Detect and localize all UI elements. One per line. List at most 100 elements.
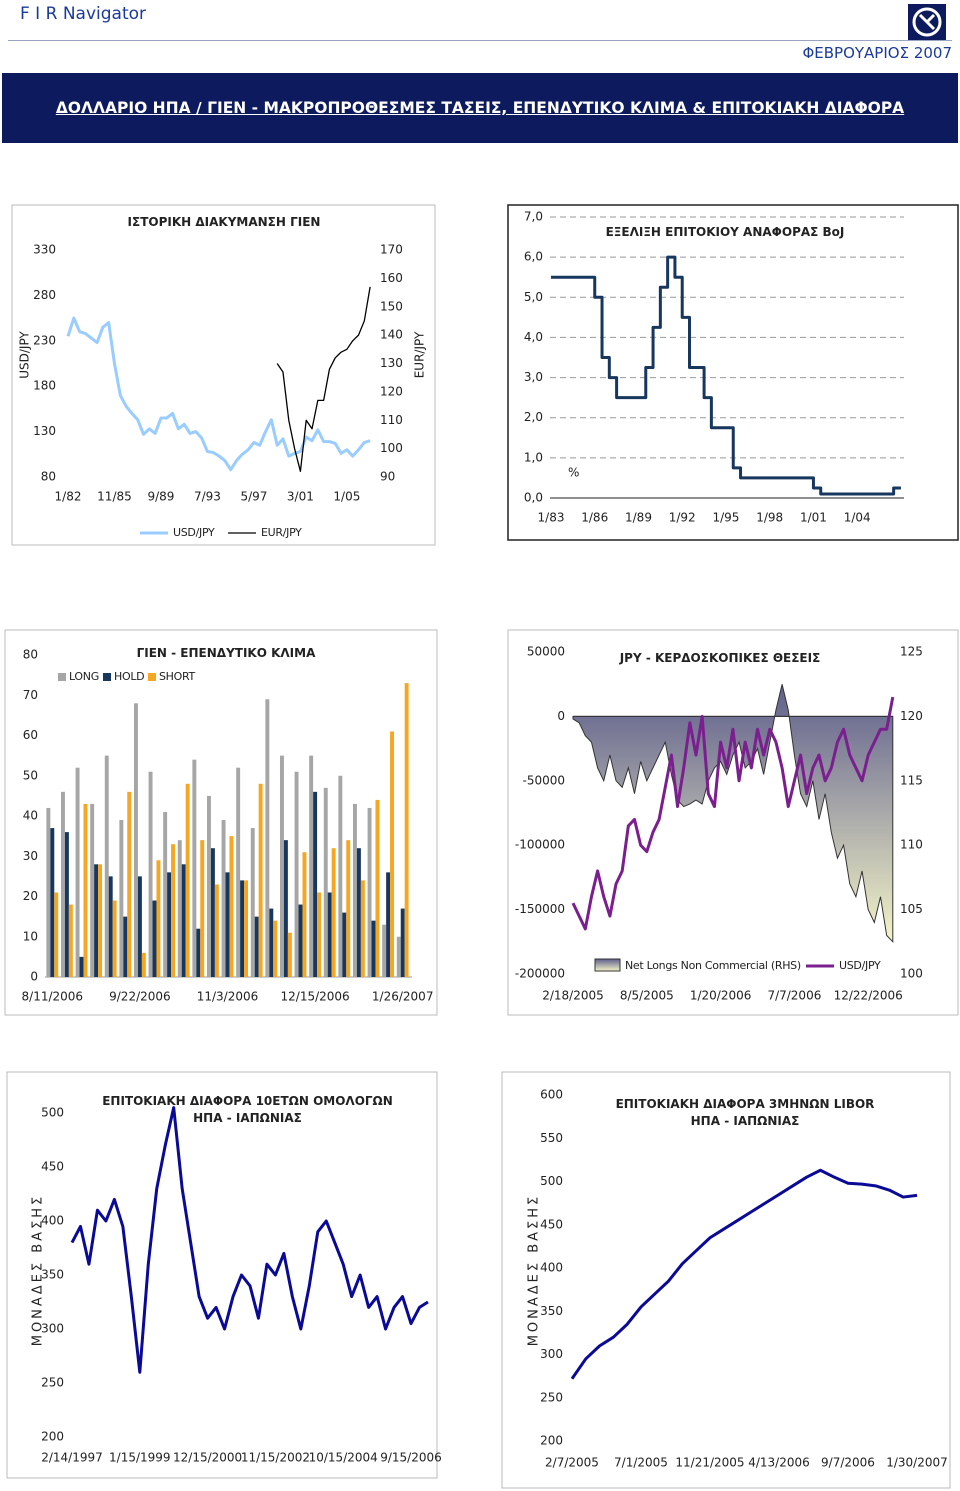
chart-title: ΕΠΙΤΟΚΙΑΚΗ ΔΙΑΦΟΡΑ 3ΜΗΝΩΝ LIBOR ΗΠΑ - ΙΑ… xyxy=(615,1097,875,1128)
y-tick-label: 130 xyxy=(33,424,56,438)
bar xyxy=(214,884,219,977)
x-tick-label: 1/82 xyxy=(55,490,82,504)
y-tick-label: 2,0 xyxy=(524,410,543,424)
bar xyxy=(210,848,215,977)
y-axis-title: % xyxy=(568,466,579,480)
bar xyxy=(342,912,347,977)
x-tick-label: 2/18/2005 xyxy=(542,989,604,1003)
x-tick-label: 1/04 xyxy=(844,511,871,525)
legend-swatch xyxy=(148,673,156,681)
bar xyxy=(152,900,157,977)
line xyxy=(70,1106,429,1374)
x-tick-label: 1/26/2007 xyxy=(372,990,434,1004)
line xyxy=(551,255,901,496)
bar xyxy=(346,840,351,977)
divider xyxy=(8,40,952,41)
bar xyxy=(360,880,365,977)
y2-tick-label: 110 xyxy=(900,838,923,852)
bar xyxy=(258,783,263,977)
y-tick-label: 1,0 xyxy=(524,450,543,464)
bar xyxy=(137,876,142,977)
bar xyxy=(163,811,168,977)
x-tick-label: 1/92 xyxy=(669,511,696,525)
bar xyxy=(177,840,182,977)
bar xyxy=(90,803,95,977)
y-tick-label: 50000 xyxy=(527,645,565,659)
y-tick-label: 550 xyxy=(540,1131,563,1145)
y-tick-label: 350 xyxy=(540,1304,563,1318)
bar xyxy=(313,791,318,977)
legend-label: LONG xyxy=(69,670,99,683)
y-tick-label: -50000 xyxy=(522,773,565,787)
x-tick-label: 1/05 xyxy=(333,490,360,504)
y-tick-label: -150000 xyxy=(515,902,565,916)
chart-title: ΕΠΙΤΟΚΙΑΚΗ ΔΙΑΦΟΡΑ 10ΕΤΩΝ ΟΜΟΛΟΓΩΝ ΗΠΑ -… xyxy=(102,1094,393,1125)
y-tick-label: 600 xyxy=(540,1088,563,1102)
y-tick-label: 300 xyxy=(540,1347,563,1361)
panel xyxy=(6,1071,438,1479)
panel xyxy=(4,629,438,1016)
bar xyxy=(221,820,226,977)
x-tick-label: 4/13/2006 xyxy=(748,1456,810,1470)
y2-tick-label: 120 xyxy=(900,709,923,723)
x-tick-label: 12/22/2006 xyxy=(834,989,903,1003)
app-name: F I R Navigator xyxy=(20,4,146,24)
bar xyxy=(375,799,380,977)
x-tick-label: 1/98 xyxy=(756,511,783,525)
y-tick-label: 230 xyxy=(33,333,56,347)
bar xyxy=(400,908,405,977)
legend-label: SHORT xyxy=(159,670,196,683)
x-tick-label: 9/7/2006 xyxy=(821,1456,875,1470)
y-tick-label: 330 xyxy=(33,243,56,257)
y-axis-title: USD/JPY xyxy=(18,331,32,379)
y-tick-label: 3,0 xyxy=(524,370,543,384)
bar xyxy=(75,767,80,977)
y2-tick-label: 160 xyxy=(380,271,403,285)
y2-tick-label: 115 xyxy=(900,773,923,787)
y2-tick-label: 110 xyxy=(380,413,403,427)
y-tick-label: 500 xyxy=(540,1174,563,1188)
bar xyxy=(265,699,270,977)
banner: ΔΟΛΛΑΡΙΟ ΗΠΑ / ΓΙΕΝ - ΜΑΚΡΟΠΡΟΘΕΣΜΕΣ ΤΑΣ… xyxy=(2,73,958,143)
bar xyxy=(206,795,211,977)
bar xyxy=(60,791,65,977)
x-tick-label: 12/15/2000 xyxy=(173,1451,242,1465)
y2-tick-label: 150 xyxy=(380,299,403,313)
x-tick-label: 1/83 xyxy=(538,511,565,525)
y-tick-label: 400 xyxy=(41,1214,64,1228)
x-tick-label: 3/01 xyxy=(287,490,314,504)
x-tick-label: 11/85 xyxy=(97,490,132,504)
bar xyxy=(46,807,51,977)
bar xyxy=(108,876,113,977)
legend-label: Net Longs Non Commercial (RHS) xyxy=(625,959,801,972)
y-tick-label: 180 xyxy=(33,379,56,393)
bar xyxy=(352,803,357,977)
legend-label: USD/JPY xyxy=(839,959,881,972)
x-tick-label: 2/14/1997 xyxy=(41,1451,103,1465)
y-tick-label: 0 xyxy=(30,970,38,984)
legend-label: HOLD xyxy=(114,670,144,683)
panel xyxy=(507,204,959,541)
bar xyxy=(94,864,99,977)
x-tick-label: 8/5/2005 xyxy=(620,989,674,1003)
y2-tick-label: 170 xyxy=(380,243,403,257)
bar xyxy=(323,787,328,977)
y-tick-label: -100000 xyxy=(515,838,565,852)
x-tick-label: 1/95 xyxy=(712,511,739,525)
y-tick-label: 0 xyxy=(557,709,565,723)
y-tick-label: 400 xyxy=(540,1261,563,1275)
y-tick-label: 250 xyxy=(540,1390,563,1404)
y-tick-label: 300 xyxy=(41,1322,64,1336)
y-tick-label: 80 xyxy=(41,470,56,484)
y2-tick-label: 100 xyxy=(380,441,403,455)
bar xyxy=(371,920,376,977)
bar xyxy=(309,755,314,977)
bar xyxy=(283,840,288,977)
bar xyxy=(331,848,336,977)
y2-tick-label: 105 xyxy=(900,902,923,916)
bar xyxy=(367,807,372,977)
bar xyxy=(141,952,146,977)
bar xyxy=(396,936,401,977)
